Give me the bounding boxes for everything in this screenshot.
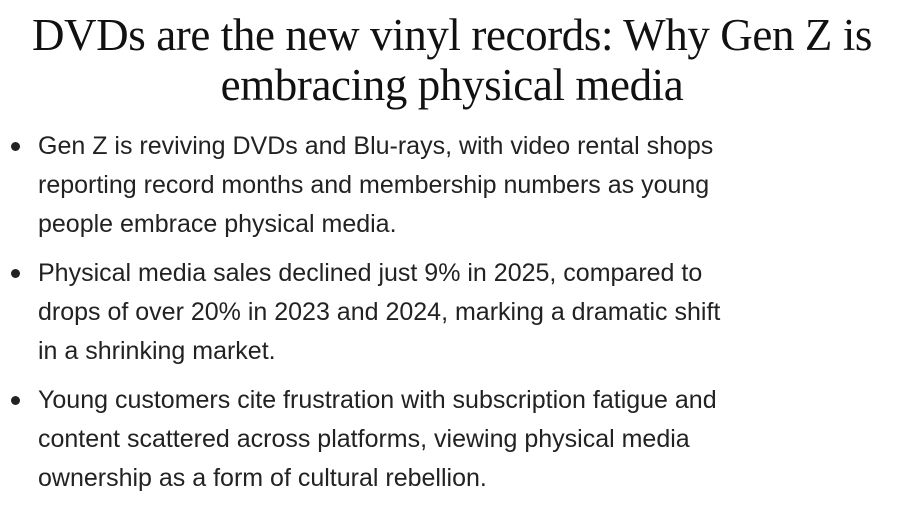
summary-item: Physical media sales declined just 9% in…	[0, 254, 904, 371]
summary-line: Gen Z is reviving DVDs and Blu-rays, wit…	[38, 132, 714, 160]
summary-item: Gen Z is reviving DVDs and Blu-rays, wit…	[0, 127, 904, 244]
summary-line: in a shrinking market.	[38, 337, 276, 365]
summary-line: people embrace physical media.	[38, 210, 397, 238]
headline: DVDs are the new vinyl records: Why Gen …	[0, 10, 904, 110]
summary-list: Gen Z is reviving DVDs and Blu-rays, wit…	[0, 127, 904, 508]
bullet-icon	[11, 142, 20, 151]
headline-line: embracing physical media	[220, 60, 684, 110]
summary-line: Young customers cite frustration with su…	[38, 386, 717, 414]
headline-line: DVDs are the new vinyl records: Why Gen …	[31, 10, 873, 60]
summary-line: content scattered across platforms, view…	[38, 425, 690, 453]
summary-line: ownership as a form of cultural rebellio…	[38, 464, 487, 492]
summary-line: drops of over 20% in 2023 and 2024, mark…	[38, 298, 721, 326]
bullet-icon	[11, 396, 20, 405]
summary-line: reporting record months and membership n…	[38, 171, 710, 199]
summary-line: Physical media sales declined just 9% in…	[38, 259, 703, 287]
summary-item: Young customers cite frustration with su…	[0, 381, 904, 498]
bullet-icon	[11, 269, 20, 278]
